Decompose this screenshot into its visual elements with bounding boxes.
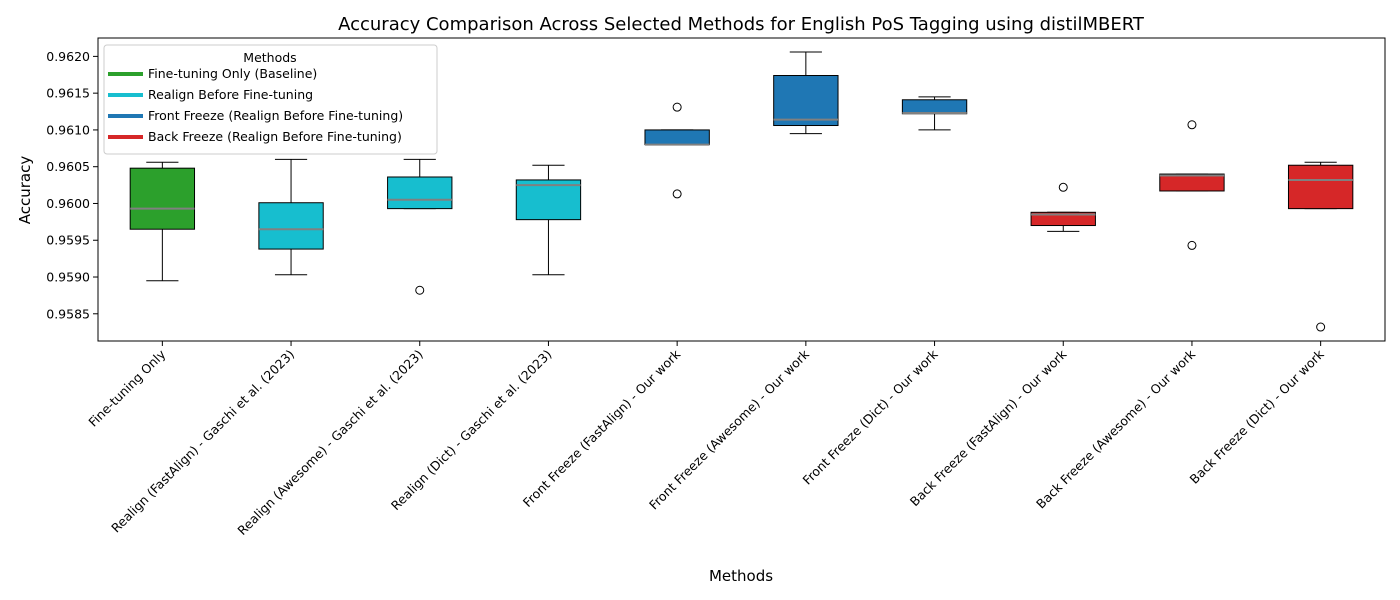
outlier-point bbox=[1187, 240, 1197, 250]
box bbox=[129, 167, 196, 230]
box-group bbox=[773, 51, 839, 135]
y-tick-label: 0.9585 bbox=[46, 306, 90, 321]
box-group bbox=[129, 161, 196, 282]
chart-title: Accuracy Comparison Across Selected Meth… bbox=[338, 14, 1145, 35]
x-tick-label: Front Freeze (Awesome) - Our work bbox=[646, 346, 812, 512]
x-axis-label: Methods bbox=[709, 567, 773, 585]
x-tick-label: Front Freeze (Dict) - Our work bbox=[800, 346, 942, 488]
box-group bbox=[1030, 182, 1096, 232]
x-tick-label: Back Freeze (FastAlign) - Our work bbox=[907, 346, 1070, 509]
y-tick-label: 0.9610 bbox=[46, 122, 90, 137]
outlier-point bbox=[1187, 120, 1197, 130]
box bbox=[387, 176, 453, 210]
x-tick-label: Back Freeze (Dict) - Our work bbox=[1187, 346, 1328, 487]
legend-entry: Back Freeze (Realign Before Fine-tuning) bbox=[148, 129, 402, 144]
x-tick-label: Front Freeze (FastAlign) - Our work bbox=[520, 346, 684, 510]
y-tick-label: 0.9605 bbox=[46, 159, 90, 174]
y-axis-label: Accuracy bbox=[16, 156, 34, 225]
outlier-point bbox=[672, 189, 682, 199]
outlier-point bbox=[415, 285, 425, 295]
outlier-point bbox=[1316, 322, 1326, 332]
box-group bbox=[258, 158, 324, 276]
x-tick-label: Realign (Dict) - Gaschi et al. (2023) bbox=[388, 347, 555, 514]
y-axis: 0.9585 0.9590 0.9595 0.9600 0.9605 0.9610 0.96… bbox=[46, 49, 98, 321]
legend: Methods Fine-tuning Only (Baseline) Reali… bbox=[103, 44, 438, 155]
box-group bbox=[1287, 161, 1354, 332]
box bbox=[1159, 173, 1225, 192]
legend-entry: Front Freeze (Realign Before Fine-tuning… bbox=[148, 108, 403, 123]
box bbox=[644, 129, 710, 146]
x-tick-label: Back Freeze (Awesome) - Our work bbox=[1033, 346, 1199, 512]
outlier-point bbox=[1058, 182, 1068, 192]
legend-entry: Realign Before Fine-tuning bbox=[148, 87, 313, 102]
outlier-point bbox=[672, 102, 682, 112]
box bbox=[515, 179, 582, 221]
box bbox=[1030, 211, 1096, 227]
y-tick-label: 0.9595 bbox=[46, 233, 90, 248]
plot-frame bbox=[97, 37, 1386, 342]
plot-area bbox=[129, 51, 1354, 332]
box-group bbox=[1159, 120, 1225, 250]
box bbox=[773, 75, 839, 127]
box-group bbox=[515, 164, 582, 276]
legend-entry: Fine-tuning Only (Baseline) bbox=[148, 66, 317, 81]
legend-title: Methods bbox=[243, 50, 296, 65]
legend-box bbox=[103, 44, 438, 155]
y-tick-label: 0.9615 bbox=[46, 86, 90, 101]
box bbox=[1287, 164, 1354, 210]
y-tick-label: 0.9620 bbox=[46, 49, 90, 64]
y-tick-label: 0.9600 bbox=[46, 196, 90, 211]
x-tick-label: Fine-tuning Only bbox=[85, 346, 169, 430]
box-group bbox=[387, 158, 453, 295]
box-group bbox=[901, 96, 968, 131]
y-tick-label: 0.9590 bbox=[46, 270, 90, 285]
box bbox=[258, 202, 324, 250]
box-group bbox=[644, 102, 710, 199]
box bbox=[901, 99, 968, 115]
